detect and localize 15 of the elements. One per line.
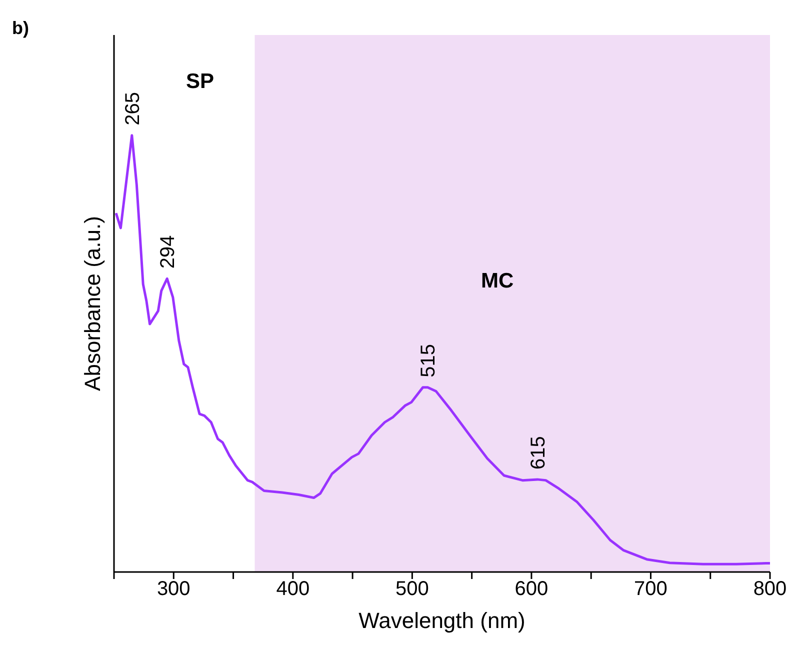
x-tick-label: 700 (634, 578, 668, 600)
annotation: 265 (122, 92, 144, 126)
y-axis-title: Absorbance (a.u.) (80, 216, 105, 391)
chart-title: b) (12, 18, 29, 39)
text: SP (186, 70, 214, 94)
band-label: MC (481, 269, 514, 292)
x-tick-label: 300 (156, 578, 190, 600)
x-tick-label: 400 (276, 578, 310, 600)
x-tick-label: 500 (395, 578, 429, 600)
x-axis-title: Wavelength (nm) (358, 608, 526, 633)
x-tick-label: 600 (514, 578, 548, 600)
x-tick-label: 800 (753, 578, 787, 600)
annotation: 515 (418, 344, 440, 378)
annotation: 615 (527, 436, 550, 470)
annotation: 294 (157, 235, 180, 269)
